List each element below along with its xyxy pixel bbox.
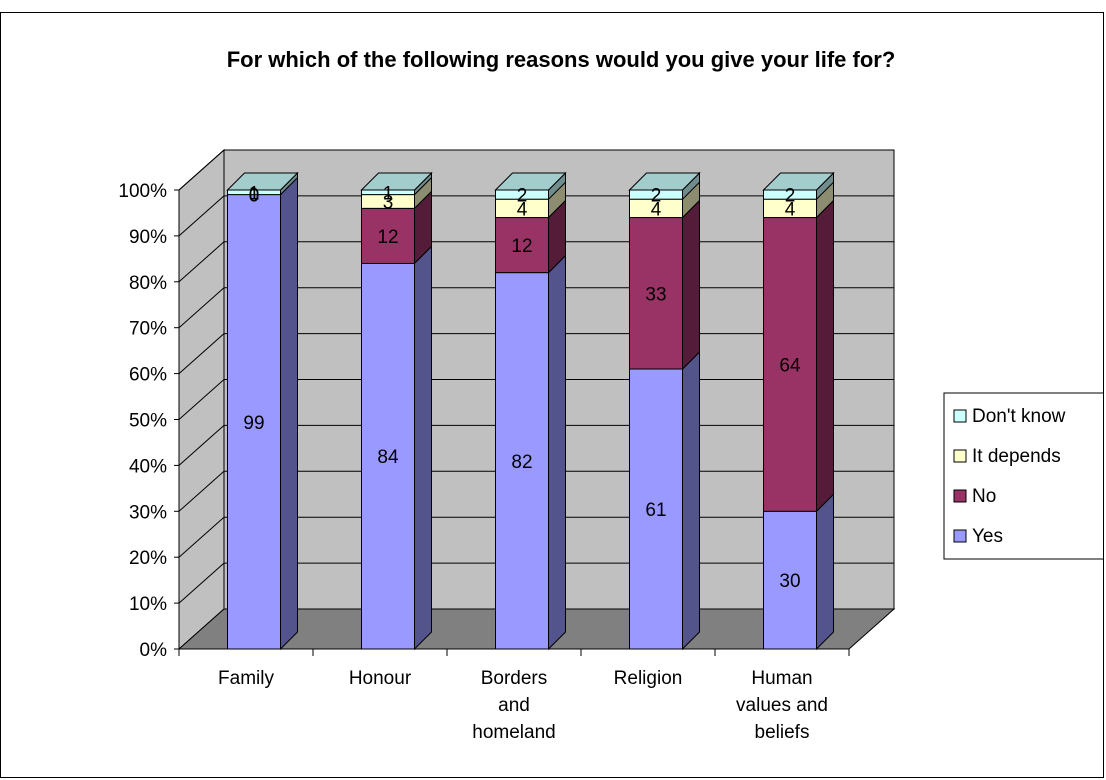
- data-label-human-values-and-beliefs-it-depends: 4: [785, 199, 796, 220]
- x-category-label-borders-and-homeland: Borders and homeland: [472, 668, 555, 743]
- bar-family-yes-side: [280, 176, 298, 651]
- gridline-side: [178, 333, 225, 374]
- legend-label-don-t-know: Don't know: [972, 406, 1066, 427]
- y-tick-label: 10%: [129, 594, 167, 615]
- legend-box: [943, 392, 1103, 560]
- bar-borders-and-homeland-yes-side: [548, 254, 566, 651]
- bar-top-human-values-and-beliefs: [762, 172, 835, 191]
- gridline-side: [178, 562, 225, 604]
- bar-human-values-and-beliefs-no-side: [816, 199, 834, 513]
- data-label-family-no: 0: [249, 186, 260, 207]
- data-label-human-values-and-beliefs-no: 64: [779, 355, 801, 376]
- data-label-borders-and-homeland-no: 12: [511, 236, 532, 257]
- data-label-borders-and-homeland-don-t-know: 2: [517, 186, 528, 207]
- gridline-side: [178, 379, 225, 420]
- y-tick-label: 20%: [129, 548, 167, 569]
- bar-human-values-and-beliefs-no: [763, 217, 817, 512]
- bar-top-borders-and-homeland: [494, 172, 567, 191]
- y-tick-label: 60%: [129, 365, 167, 386]
- legend-label-it-depends: It depends: [972, 446, 1061, 467]
- legend-swatch-no: [953, 489, 967, 503]
- y-tick-label: 50%: [129, 411, 167, 432]
- data-label-borders-and-homeland-yes: 82: [511, 452, 532, 473]
- legend-swatch-don-t-know: [953, 409, 967, 423]
- bar-human-values-and-beliefs-yes-side: [816, 493, 834, 651]
- data-label-religion-yes: 61: [645, 500, 666, 521]
- gridline-side: [178, 149, 225, 191]
- gridline-side: [178, 287, 225, 329]
- gridline-side: [178, 470, 225, 512]
- data-label-family-yes: 99: [243, 413, 264, 434]
- bar-religion-no: [629, 217, 683, 370]
- data-label-honour-no: 12: [377, 227, 398, 248]
- bar-top-religion: [628, 172, 701, 191]
- x-category-label-human-values-and-beliefs: Human values and beliefs: [736, 668, 828, 743]
- data-label-human-values-and-beliefs-don-t-know: 2: [785, 186, 796, 207]
- legend-swatch-yes: [953, 529, 967, 543]
- gridline-side: [178, 241, 225, 283]
- y-tick-label: 0%: [140, 640, 168, 661]
- data-label-religion-don-t-know: 2: [651, 186, 662, 207]
- x-category-label-religion: Religion: [614, 668, 683, 689]
- bar-family-yes: [227, 194, 281, 650]
- data-label-religion-it-depends: 4: [651, 199, 662, 220]
- bar-honour-yes: [361, 262, 415, 650]
- bar-religion-yes: [629, 368, 683, 650]
- legend-label-no: No: [972, 486, 996, 507]
- bar-religion-yes-side: [682, 350, 700, 651]
- data-label-family-don-t-know: 1: [249, 183, 260, 204]
- gridline-side: [178, 516, 225, 558]
- chart-frame: For which of the following reasons would…: [0, 12, 1104, 778]
- bar-borders-and-homeland-no: [495, 217, 549, 274]
- page-header-strip: [0, 0, 1106, 12]
- x-category-label-family: Family: [218, 668, 274, 689]
- data-label-family-it-depends: 0: [249, 186, 260, 207]
- y-tick-label: 80%: [129, 273, 167, 294]
- bar-honour-yes-side: [414, 245, 432, 651]
- chart-title: For which of the following reasons would…: [226, 47, 896, 72]
- data-label-honour-don-t-know: 1: [383, 183, 394, 204]
- y-tick-label: 40%: [129, 456, 167, 477]
- data-label-human-values-and-beliefs-yes: 30: [779, 571, 800, 592]
- y-tick-label: 70%: [129, 319, 167, 340]
- chart-svg: 0% 10% 20% 30% 40% 50% 60% 70% 80% 90% 100% Family H…: [118, 148, 1103, 743]
- y-tick-label: 90%: [129, 227, 167, 248]
- y-tick-label: 30%: [129, 502, 167, 523]
- data-label-honour-it-depends: 3: [383, 192, 394, 213]
- bar-borders-and-homeland-yes: [495, 272, 549, 650]
- gridline-side: [178, 425, 225, 466]
- data-label-religion-no: 33: [645, 284, 666, 305]
- bar-honour-no: [361, 207, 415, 264]
- legend-swatch-it-depends: [953, 449, 967, 463]
- legend-label-yes: Yes: [972, 526, 1003, 547]
- bar-top-honour: [360, 172, 433, 191]
- data-label-borders-and-homeland-it-depends: 4: [517, 199, 528, 220]
- bar-religion-no-side: [682, 199, 700, 371]
- y-tick-label: 100%: [118, 181, 167, 202]
- data-label-honour-yes: 84: [377, 447, 399, 468]
- gridline-side: [178, 195, 225, 237]
- bar-top-family: [226, 172, 299, 191]
- x-category-label-honour: Honour: [349, 668, 412, 689]
